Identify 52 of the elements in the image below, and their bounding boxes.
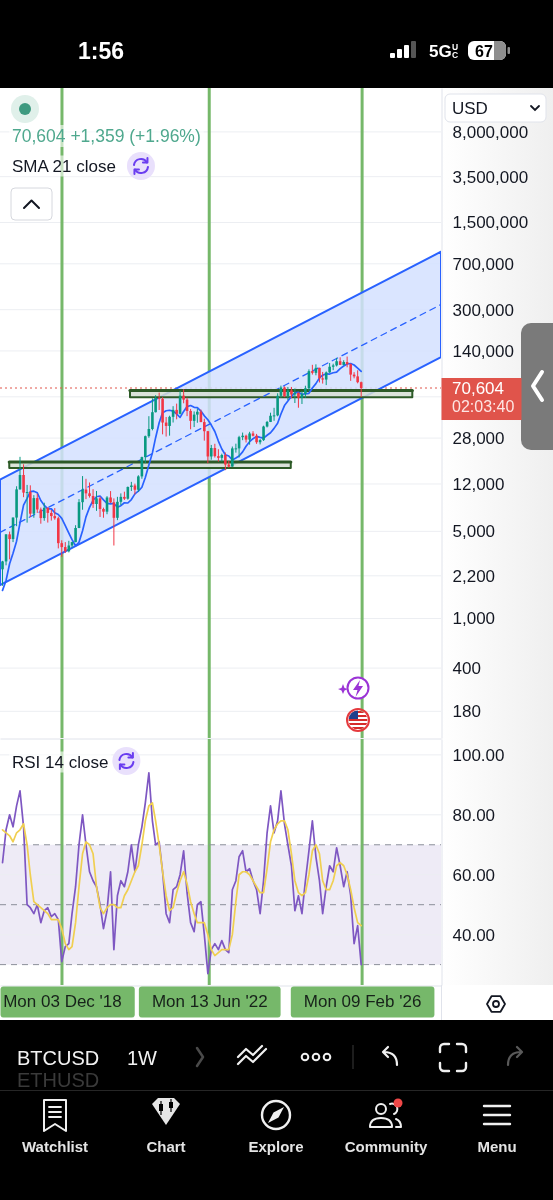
line-series (1, 772, 363, 975)
y-tick-label: 8,000,000 (452, 122, 529, 142)
y-tick-label: 60.00 (452, 865, 496, 885)
y-tick-label: 400 (452, 659, 481, 679)
text: UC (451, 42, 459, 60)
text: BTCUSD (17, 1047, 100, 1069)
text: 1:56 (77, 38, 125, 64)
text: Community (344, 1137, 428, 1155)
text: Menu (477, 1137, 517, 1155)
y-tick-label: 180 (452, 702, 481, 722)
candlestick (29, 484, 32, 518)
text: 1W (127, 1047, 158, 1069)
candlestick (81, 475, 84, 511)
candlestick (22, 463, 25, 498)
y-tick-label: 1,000 (452, 609, 496, 629)
text: ETHUSD (17, 1069, 100, 1091)
candlestick (217, 448, 220, 463)
y-tick-label: 300,000 (452, 300, 514, 320)
y-tick-label: 1,500,000 (452, 213, 529, 233)
y-tick-label: 80.00 (452, 805, 496, 825)
candlestick (8, 531, 11, 560)
y-tick-label: 3,500,000 (452, 167, 529, 187)
annotation: SMA 21 close (12, 156, 116, 176)
candlestick (203, 418, 206, 442)
y-tick-label: 2,200 (452, 566, 496, 586)
y-tick-label: 5,000 (452, 522, 496, 542)
text: USD (452, 98, 488, 118)
text: 70,604 +1,359 (+1.96%) (12, 126, 201, 146)
x-tick-label: Mon 03 Dec '18 (3, 991, 122, 1011)
text: Watchlist (21, 1137, 89, 1155)
ref-line-label: 70,604 (452, 378, 504, 398)
y-tick-label: 12,000 (452, 474, 505, 494)
x-tick-label: Mon 09 Feb '26 (303, 991, 422, 1011)
candlestick (95, 490, 98, 512)
text: RSI 14 close (12, 752, 109, 772)
candlestick (161, 396, 164, 435)
text: 02:03:40 (452, 397, 515, 415)
y-tick-label: 100.00 (452, 745, 505, 765)
candlestick (42, 502, 46, 522)
y-tick-label: 140,000 (452, 341, 514, 361)
y-tick-label: 28,000 (452, 429, 505, 449)
y-tick-label: 40.00 (452, 925, 496, 945)
text: Explore (248, 1137, 304, 1155)
candlestick (1, 560, 4, 587)
text: Chart (146, 1137, 186, 1155)
candlestick (231, 446, 234, 468)
line-series (1, 801, 363, 957)
text: 67 (475, 42, 493, 60)
text: 5G (429, 41, 452, 61)
candlestick (116, 496, 119, 521)
x-tick-label: Mon 13 Jun '22 (151, 991, 268, 1011)
y-tick-label: 700,000 (452, 254, 514, 274)
